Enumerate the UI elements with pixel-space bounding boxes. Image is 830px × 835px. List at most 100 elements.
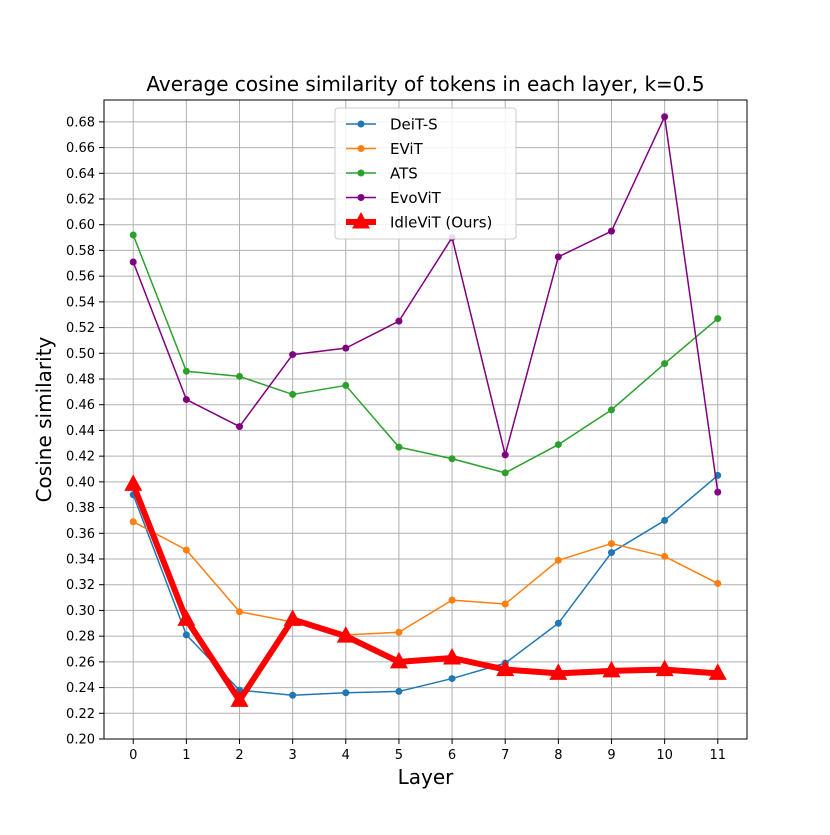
- chart-title: Average cosine similarity of tokens in e…: [146, 72, 704, 96]
- y-axis-title: Cosine similarity: [32, 336, 56, 502]
- data-point-idlevit-ours: [443, 648, 462, 665]
- data-point-idlevit-ours: [496, 659, 515, 677]
- data-point-evit: [554, 556, 562, 564]
- y-tick-label: 0.28: [66, 630, 95, 645]
- x-tick-label: 0: [129, 748, 137, 763]
- y-tick-label: 0.50: [66, 347, 95, 362]
- y-tick-label: 0.32: [66, 578, 95, 593]
- series-line-evovit: [132, 115, 719, 493]
- x-axis-title: Layer: [398, 765, 455, 789]
- data-point-evit: [395, 628, 403, 636]
- data-point-deit-s: [554, 619, 562, 627]
- y-tick-label: 0.42: [66, 450, 95, 465]
- y-tick-label: 0.34: [66, 553, 95, 568]
- data-point-evovit: [289, 351, 297, 359]
- data-point-ats: [395, 443, 403, 451]
- data-point-idlevit-ours: [283, 609, 302, 626]
- data-point-evit: [129, 518, 137, 526]
- data-point-idlevit-ours: [389, 651, 408, 669]
- y-tick-label: 0.68: [66, 115, 95, 130]
- y-tick-label: 0.54: [66, 295, 95, 310]
- data-point-evit: [607, 540, 615, 548]
- x-tick-label: 10: [656, 748, 673, 763]
- y-tick-label: 0.60: [66, 218, 95, 233]
- data-point-deit-s: [395, 687, 403, 695]
- legend-entries: DeiT-S EViT ATS EvoViT IdleViT (Ours): [346, 116, 492, 232]
- plot-area-frame: [103, 99, 748, 740]
- y-tick-label: 0.56: [66, 270, 95, 285]
- data-point-idlevit-ours: [230, 690, 249, 707]
- data-point-ats: [607, 406, 615, 414]
- data-point-idlevit-ours: [655, 659, 674, 677]
- data-point-evovit: [129, 258, 137, 266]
- data-point-evit: [236, 608, 244, 616]
- data-point-evit: [501, 600, 509, 608]
- legend-label-deit-s: DeiT-S: [390, 116, 438, 134]
- legend-marker-evovit: [357, 194, 365, 201]
- y-tick-label: 0.46: [66, 398, 95, 413]
- x-tick-label: 9: [607, 748, 615, 763]
- y-tick-label: 0.26: [66, 655, 95, 670]
- grid-layer: [104, 100, 747, 740]
- legend-marker-evit: [357, 145, 365, 152]
- legend-marker-deit-s: [357, 120, 365, 128]
- data-point-deit-s: [342, 689, 350, 697]
- y-tick-label: 0.62: [66, 193, 95, 208]
- series-line-evit: [132, 520, 719, 636]
- data-point-ats: [714, 315, 722, 323]
- y-tick-label: 0.64: [66, 167, 95, 182]
- y-tick-label: 0.66: [66, 141, 95, 156]
- x-tick-label: 8: [554, 748, 562, 763]
- data-point-ats: [236, 372, 244, 380]
- data-point-ats: [554, 441, 562, 449]
- x-tick-label: 6: [448, 748, 456, 763]
- legend-entry-evovit: EvoViT: [346, 189, 442, 207]
- data-point-ats: [501, 469, 509, 477]
- data-point-evovit: [236, 423, 244, 431]
- data-point-evovit: [607, 227, 615, 235]
- data-point-evit: [448, 596, 456, 604]
- data-point-idlevit-ours: [708, 663, 727, 680]
- data-point-idlevit-ours: [549, 663, 568, 680]
- data-point-idlevit-ours: [602, 660, 621, 678]
- x-tick-label: 3: [289, 748, 297, 763]
- y-tick-label: 0.44: [66, 424, 95, 439]
- data-point-evovit: [395, 317, 403, 325]
- data-point-ats: [448, 455, 456, 463]
- legend-entry-deit-s: DeiT-S: [346, 116, 438, 134]
- series-line-idlevit-ours: [130, 481, 721, 704]
- data-point-ats: [182, 367, 190, 375]
- data-point-evovit: [501, 451, 509, 459]
- legend-label-evovit: EvoViT: [390, 189, 442, 207]
- data-point-evovit: [182, 396, 190, 404]
- x-tick-label: 1: [182, 748, 190, 763]
- legend-label-ats: ATS: [390, 165, 418, 183]
- tick-layer: 0 1 2 3 4 5 6 7 8 9 10 11 0.20 0.22 0.24 0.26 0.28 0.30 0.…: [66, 115, 726, 763]
- data-point-deit-s: [289, 691, 297, 699]
- data-point-idlevit-ours: [336, 626, 355, 643]
- series-evovit: [129, 113, 722, 496]
- y-tick-label: 0.48: [66, 373, 95, 388]
- x-tick-label: 4: [342, 748, 350, 763]
- y-tick-label: 0.36: [66, 527, 95, 542]
- x-tick-label: 5: [395, 748, 403, 763]
- y-tick-label: 0.22: [66, 707, 95, 722]
- series-line-deit-s: [132, 474, 719, 697]
- data-point-deit-s: [182, 631, 190, 639]
- legend-frame: [334, 107, 517, 240]
- data-point-ats: [661, 360, 669, 368]
- data-point-evovit: [342, 344, 350, 352]
- legend-entry-ats: ATS: [346, 165, 418, 183]
- series-idlevit-ours: [124, 474, 727, 707]
- series-layer: [124, 113, 727, 707]
- data-point-ats: [342, 381, 350, 389]
- y-tick-label: 0.20: [66, 733, 95, 748]
- data-point-ats: [289, 390, 297, 398]
- data-point-idlevit-ours: [177, 609, 196, 626]
- x-tick-label: 11: [709, 748, 726, 763]
- y-tick-label: 0.24: [66, 681, 95, 696]
- series-line-ats: [132, 234, 719, 474]
- legend: DeiT-S EViT ATS EvoViT IdleViT (Ours): [334, 107, 517, 240]
